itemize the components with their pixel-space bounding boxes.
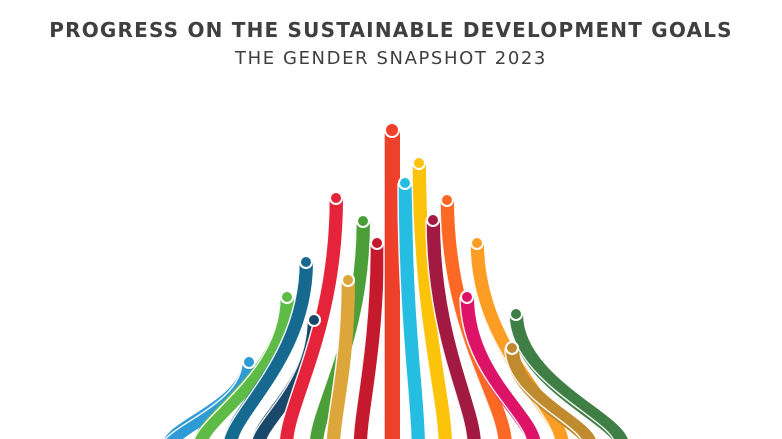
sdg-ribbon-edge [308,220,357,439]
sdg-ribbon [398,182,425,439]
sdg-ribbon-cap [440,193,454,207]
sdg-ribbon [426,219,481,439]
page-title: PROGRESS ON THE SUSTAINABLE DEVELOPMENT … [49,18,733,42]
sdg-ribbon-cap [280,290,294,304]
sdg-ribbon [326,279,355,439]
sdg-ribbon-edge [352,242,371,439]
sdg-ribbon [460,296,541,439]
sdg-ribbon [505,347,596,439]
sdg-ribbon-cap [370,236,384,250]
sdg-ribbon-edge [508,313,614,439]
sdg-ribbon [194,296,294,439]
sdg-ribbon-cap [384,122,400,138]
sdg-ribbon-cap [307,313,321,327]
sdg-ribbon-edge [193,296,281,439]
sdg-ribbon-cap [329,191,343,205]
sdg-ribbon-edge [425,219,468,439]
sdg-ribbon-cap [341,273,355,287]
sdg-ribbon-edge [223,261,300,439]
sdg-ribbon-edge [278,197,330,439]
sdg-ribbon-edge [251,319,308,439]
sdg-ribbon-cap [505,341,519,355]
sdg-ribbon-cap [356,214,370,228]
sdg-ribbon-cap [509,307,523,321]
sdg-ribbon [223,261,313,439]
sdg-ribbon [353,242,384,439]
sdg-ribbon-cap [426,213,440,227]
sdg-ribbon-cap [398,176,412,190]
sdg-ribbon-edge [439,199,499,439]
sdg-ribbon [412,162,452,439]
page-subtitle: THE GENDER SNAPSHOT 2023 [235,48,547,69]
sdg-ribbon-cap [242,355,256,369]
sdg-ribbon [279,197,343,439]
sdg-ribbon-edge [504,347,582,439]
sdg-ribbon-edge [325,279,342,439]
sdg-ribbon-cap [412,156,426,170]
sdg-ribbon-edge [459,296,527,439]
sdg-ribbon-edge [397,182,412,439]
sdg-ribbon-cap [460,290,474,304]
sdg-ribbon-cap [299,255,313,269]
sdg-ribbon-cap [470,236,484,250]
sdg-ribbon-edge [411,162,439,439]
sdg-ribbon [509,313,628,439]
